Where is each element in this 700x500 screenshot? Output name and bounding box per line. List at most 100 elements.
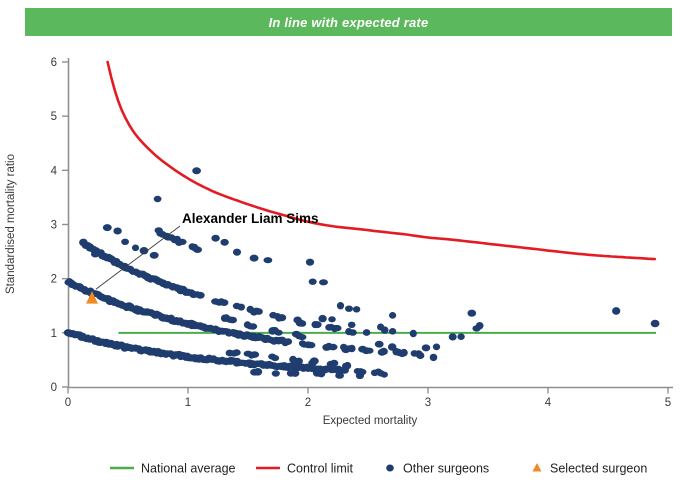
deaths-band-1-sub[interactable]: [335, 372, 344, 379]
deaths-band-3[interactable]: [195, 291, 205, 299]
other-surgeon-dot[interactable]: [612, 307, 621, 315]
other-surgeon-dot[interactable]: [121, 238, 129, 245]
legend-item-other-surgeons: Other surgeons: [386, 462, 489, 476]
deaths-band-1-5[interactable]: [271, 355, 280, 362]
other-surgeon-dot[interactable]: [328, 316, 336, 323]
deaths-band-2-5[interactable]: [297, 334, 307, 341]
deaths-band-1-5[interactable]: [344, 361, 352, 370]
other-surgeon-dot[interactable]: [650, 319, 660, 328]
deaths-band-2[interactable]: [284, 338, 293, 345]
other-surgeon-dot[interactable]: [318, 314, 327, 323]
deaths-band-1-sub[interactable]: [253, 368, 263, 376]
other-surgeon-dot[interactable]: [475, 322, 484, 330]
other-surgeon-dot[interactable]: [220, 238, 229, 246]
annotation-leader-line: [95, 225, 181, 290]
deaths-band-1-5[interactable]: [309, 357, 319, 365]
other-surgeons-legend-dot-icon: [386, 464, 394, 472]
y-axis-title: Standardised mortality ratio: [5, 154, 17, 294]
other-surgeon-dot[interactable]: [352, 306, 361, 313]
other-surgeon-dot[interactable]: [153, 195, 162, 203]
other-surgeon-dot[interactable]: [131, 244, 140, 252]
other-surgeon-dot[interactable]: [374, 340, 384, 348]
deaths-band-2[interactable]: [365, 347, 374, 354]
x-tick-label: 1: [185, 397, 191, 409]
deaths-band-1-sub[interactable]: [271, 370, 280, 377]
other-surgeon-dot[interactable]: [388, 328, 397, 335]
y-tick-label: 5: [51, 111, 57, 123]
other-surgeon-dot[interactable]: [448, 333, 457, 341]
deaths-band-2[interactable]: [400, 348, 408, 357]
deaths-band-1-sub[interactable]: [291, 369, 300, 377]
deaths-band-1-5[interactable]: [250, 351, 260, 358]
deaths-band-3[interactable]: [237, 303, 245, 311]
selected-surgeon-annotation-label: Alexander Liam Sims: [182, 211, 319, 226]
other-surgeon-dot[interactable]: [380, 326, 389, 334]
deaths-band-1-sub[interactable]: [355, 372, 364, 380]
deaths-band-3[interactable]: [332, 324, 342, 332]
legend-item-national-average: National average: [110, 462, 236, 476]
other-surgeon-dot[interactable]: [249, 254, 259, 262]
other-surgeon-dot[interactable]: [421, 344, 431, 352]
other-surgeon-dot[interactable]: [457, 333, 465, 341]
deaths-band-4[interactable]: [193, 246, 202, 253]
deaths-band-3[interactable]: [312, 321, 322, 329]
deaths-band-3[interactable]: [348, 329, 357, 336]
x-tick-label: 5: [665, 397, 671, 409]
deaths-band-2-5[interactable]: [274, 329, 283, 336]
other-surgeon-dot[interactable]: [467, 309, 477, 317]
deaths-band-4[interactable]: [178, 238, 187, 245]
deaths-band-1-sub[interactable]: [317, 370, 326, 378]
y-tick-label: 1: [51, 328, 57, 340]
y-tick-label: 3: [51, 219, 57, 231]
y-tick-label: 0: [51, 382, 57, 394]
deaths-band-1-sub[interactable]: [380, 371, 388, 378]
x-tick-label: 3: [425, 397, 431, 409]
other-surgeon-dot[interactable]: [263, 257, 273, 264]
deaths-band-2[interactable]: [328, 343, 338, 351]
y-tick-label: 4: [51, 165, 58, 177]
axes: 0 1 2 3 4 5 6 0 1 2 3 4 5: [51, 57, 673, 409]
deaths-band-2[interactable]: [306, 341, 316, 349]
other-surgeon-dot[interactable]: [389, 312, 397, 319]
other-surgeon-dot[interactable]: [308, 278, 317, 285]
other-surgeon-dot[interactable]: [102, 224, 112, 232]
other-surgeon-dot[interactable]: [113, 227, 122, 235]
selected-surgeon-marker[interactable]: [86, 291, 98, 304]
other-surgeon-dot[interactable]: [336, 302, 345, 310]
legend-item-selected-surgeon: Selected surgeon: [532, 462, 647, 476]
other-surgeon-dot[interactable]: [429, 353, 438, 362]
deaths-band-2-5[interactable]: [248, 323, 258, 330]
other-surgeon-dot[interactable]: [305, 258, 315, 266]
deaths-band-3[interactable]: [277, 314, 287, 322]
x-tick-label: 2: [305, 397, 311, 409]
deaths-band-3[interactable]: [362, 329, 371, 336]
deaths-band-2[interactable]: [379, 347, 388, 355]
x-tick-label: 4: [545, 397, 552, 409]
deaths-band-2-5[interactable]: [228, 316, 238, 324]
deaths-band-2[interactable]: [348, 344, 356, 353]
deaths-band-1-5[interactable]: [232, 349, 241, 356]
other-surgeon-dot[interactable]: [233, 248, 241, 256]
other-surgeon-dot[interactable]: [139, 247, 149, 255]
deaths-band-1-5[interactable]: [330, 359, 339, 367]
other-surgeon-dot[interactable]: [432, 343, 441, 351]
other-surgeon-dot[interactable]: [192, 167, 202, 175]
other-surgeon-dot[interactable]: [347, 321, 356, 328]
other-surgeon-dot[interactable]: [409, 329, 417, 338]
other-surgeon-dot[interactable]: [149, 251, 159, 259]
deaths-band-1-5[interactable]: [294, 357, 303, 365]
legend-label-national-average: National average: [141, 462, 236, 476]
deaths-band-3[interactable]: [220, 299, 229, 306]
other-surgeon-dot[interactable]: [345, 305, 353, 312]
other-surgeon-dot[interactable]: [91, 250, 100, 258]
deaths-band-2[interactable]: [416, 351, 425, 360]
other-surgeon-dot[interactable]: [319, 279, 328, 286]
other-surgeon-dot[interactable]: [211, 234, 220, 242]
deaths-band-3[interactable]: [255, 308, 263, 315]
deaths-band-3[interactable]: [298, 320, 307, 327]
other-surgeon-dot[interactable]: [83, 242, 92, 250]
other-surgeon-dot[interactable]: [387, 343, 397, 351]
legend: National average Control limit Other sur…: [110, 462, 647, 476]
